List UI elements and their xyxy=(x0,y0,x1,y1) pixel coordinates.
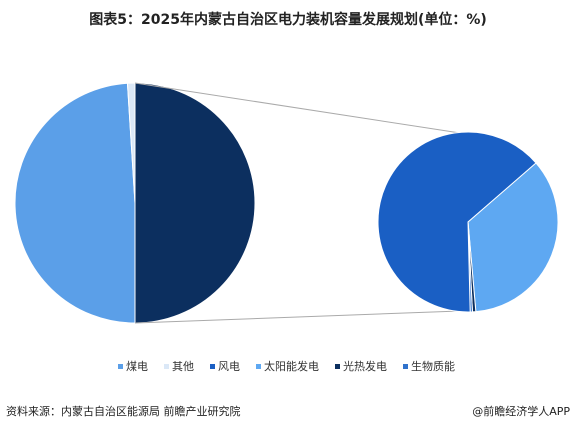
legend-swatch xyxy=(403,364,408,369)
legend-swatch xyxy=(335,364,340,369)
legend-label: 风电 xyxy=(218,360,240,373)
legend-label: 太阳能发电 xyxy=(264,359,319,373)
pie-slice xyxy=(134,82,256,324)
pie-slice xyxy=(14,82,136,324)
legend-label: 光热发电 xyxy=(343,359,387,373)
legend-swatch xyxy=(210,364,215,369)
pie-slice xyxy=(377,131,537,313)
legend-label: 其他 xyxy=(172,360,194,373)
source: 资料来源：内蒙古自治区能源局 前瞻产业研究院 xyxy=(6,404,241,418)
brand: @前瞻经济学人APP xyxy=(472,404,570,418)
chart-title: 图表5：2025年内蒙古自治区电力装机容量发展规划(单位：%) xyxy=(89,11,487,28)
legend-swatch xyxy=(164,364,169,369)
legend-swatch xyxy=(256,364,261,369)
legend-swatch xyxy=(118,364,123,369)
legend-label: 煤电 xyxy=(126,360,148,373)
pie-slice xyxy=(126,82,136,204)
pie-slice xyxy=(467,162,559,313)
connector xyxy=(134,310,461,324)
connector xyxy=(134,82,461,134)
legend-label: 生物质能 xyxy=(411,359,455,373)
